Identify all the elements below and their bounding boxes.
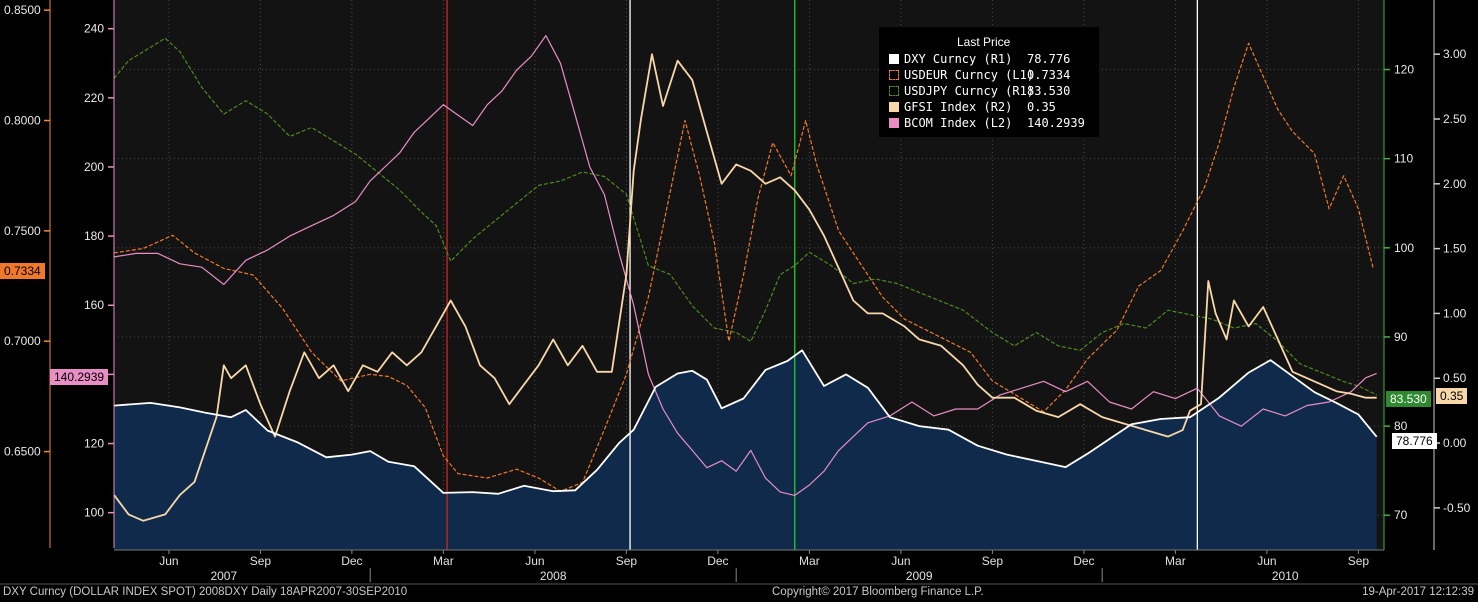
tick-label-l2: 220 — [84, 91, 104, 105]
tick-label-l2: 200 — [84, 160, 104, 174]
legend-item-usdjpy: USDJPY Curncy (R1)83.530 — [889, 84, 1070, 99]
x-tick-label: Jun — [159, 554, 178, 568]
tick-label-r2: 2.50 — [1443, 112, 1467, 126]
x-tick-label: Sep — [982, 554, 1004, 568]
tick-label-r2: 0.00 — [1443, 436, 1467, 450]
tick-label-r1: 120 — [1394, 63, 1414, 77]
tick-label-r1: 90 — [1394, 330, 1408, 344]
legend-swatch-bcom — [889, 118, 899, 128]
tick-label-r1: 100 — [1394, 241, 1414, 255]
last-value-badge-gfsi: 0.35 — [1436, 388, 1468, 404]
footer-copyright: Copyright© 2017 Bloomberg Finance L.P. — [772, 586, 984, 598]
tick-label-r1: 110 — [1394, 152, 1413, 166]
tick-label-r2: 1.50 — [1443, 242, 1467, 256]
x-tick-label: Dec — [1073, 554, 1094, 568]
year-label: 2007 — [210, 569, 237, 583]
tick-label-l2: 100 — [84, 506, 104, 520]
year-label: 2009 — [906, 569, 933, 583]
last-value-badge-usdeur: 0.7334 — [0, 263, 45, 279]
year-label: 2010 — [1272, 569, 1299, 583]
legend-swatch-usdjpy — [889, 86, 899, 96]
legend-swatch-dxy — [889, 54, 899, 64]
legend: Last Price DXY Curncy (R1) 78.776 USDEUR … — [879, 27, 1099, 137]
footer-security-info: DXY Curncy (DOLLAR INDEX SPOT) 2008DXY D… — [3, 586, 408, 598]
series-line-bcom — [113, 34, 1377, 496]
x-tick-label: Jun — [1257, 554, 1276, 568]
series-line-dxy — [113, 349, 1378, 495]
tick-label-l2: 160 — [84, 298, 104, 312]
x-tick-label: Jun — [525, 554, 544, 568]
footer-timestamp: 19-Apr-2017 12:12:39 — [1362, 586, 1474, 598]
tick-label-r2: 3.00 — [1443, 47, 1467, 61]
last-value-badge-bcom: 140.2939 — [50, 369, 109, 385]
legend-item-usdeur: USDEUR Curncy (L1)0.7334 — [889, 68, 1070, 83]
last-value-badge-dxy: 78.776 — [1392, 433, 1437, 449]
tick-label-r1: 80 — [1394, 419, 1408, 433]
x-tick-label: Sep — [1348, 554, 1370, 568]
legend-item-dxy: DXY Curncy (R1) 78.776 — [889, 52, 1070, 67]
legend-title: Last Price — [957, 35, 1011, 49]
legend-item-gfsi: GFSI Index (R2) 0.35 — [889, 100, 1056, 115]
tick-label-l1: 0.6500 — [4, 445, 41, 459]
tick-label-l2: 120 — [84, 437, 104, 451]
x-tick-label: Mar — [1165, 554, 1186, 568]
last-value-badge-usdjpy: 83.530 — [1386, 391, 1431, 407]
tick-label-r2: 2.00 — [1443, 177, 1467, 191]
x-tick-label: Jun — [891, 554, 910, 568]
tick-label-l1: 0.8000 — [4, 114, 41, 128]
tick-label-r2: 1.00 — [1443, 306, 1467, 320]
x-tick-label: Mar — [799, 554, 820, 568]
tick-label-l1: 0.7500 — [4, 224, 41, 238]
year-label: 2008 — [540, 569, 567, 583]
x-tick-label: Dec — [707, 554, 728, 568]
legend-swatch-gfsi — [889, 102, 899, 112]
tick-label-r2: 0.50 — [1443, 371, 1467, 385]
tick-label-r2: -0.50 — [1443, 501, 1471, 515]
legend-item-bcom: BCOM Index (L2) 140.2939 — [889, 116, 1085, 131]
dxy-area — [114, 350, 1377, 550]
tick-label-l2: 240 — [84, 22, 104, 36]
legend-swatch-usdeur — [889, 70, 899, 80]
tick-label-r1: 70 — [1394, 508, 1408, 522]
series-line-usdeur — [113, 42, 1374, 492]
x-tick-label: Sep — [250, 554, 272, 568]
x-tick-label: Mar — [433, 554, 454, 568]
x-tick-label: Sep — [616, 554, 638, 568]
tick-label-l1: 0.7000 — [4, 334, 41, 348]
tick-label-l1: 0.8500 — [4, 3, 41, 17]
tick-label-l2: 180 — [84, 229, 104, 243]
series-line-usdjpy — [113, 37, 1377, 396]
x-tick-label: Dec — [341, 554, 362, 568]
series-line-gfsi — [113, 53, 1377, 522]
